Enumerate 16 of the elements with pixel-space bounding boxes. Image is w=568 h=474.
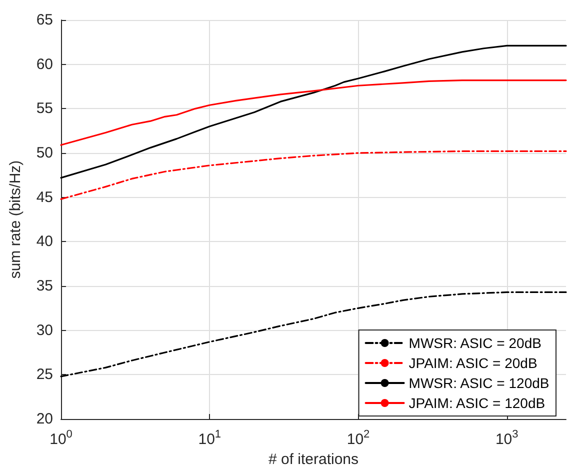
- y-tick-label: 35: [36, 278, 53, 294]
- legend-label: MWSR: ASIC = 120dB: [408, 375, 550, 391]
- y-tick-label: 40: [36, 233, 53, 250]
- x-axis-title: # of iterations: [268, 450, 359, 468]
- legend-label: JPAIM: ASIC = 20dB: [408, 355, 538, 371]
- y-tick-label: 45: [36, 188, 53, 206]
- legend-label: JPAIM: ASIC = 120dB: [408, 395, 546, 411]
- y-tick-label: 55: [36, 100, 53, 118]
- y-tick-label: 65: [36, 12, 53, 28]
- y-axis-title: sum rate (bits/Hz): [7, 160, 24, 279]
- y-tick-label: 60: [36, 56, 53, 73]
- y-tick-label: 20: [36, 410, 53, 428]
- y-tick-label: 25: [36, 366, 53, 384]
- legend-label: MWSR: ASIC = 20dB: [408, 335, 542, 351]
- y-tick-label: 30: [36, 322, 53, 339]
- y-tick-label: 50: [36, 144, 53, 162]
